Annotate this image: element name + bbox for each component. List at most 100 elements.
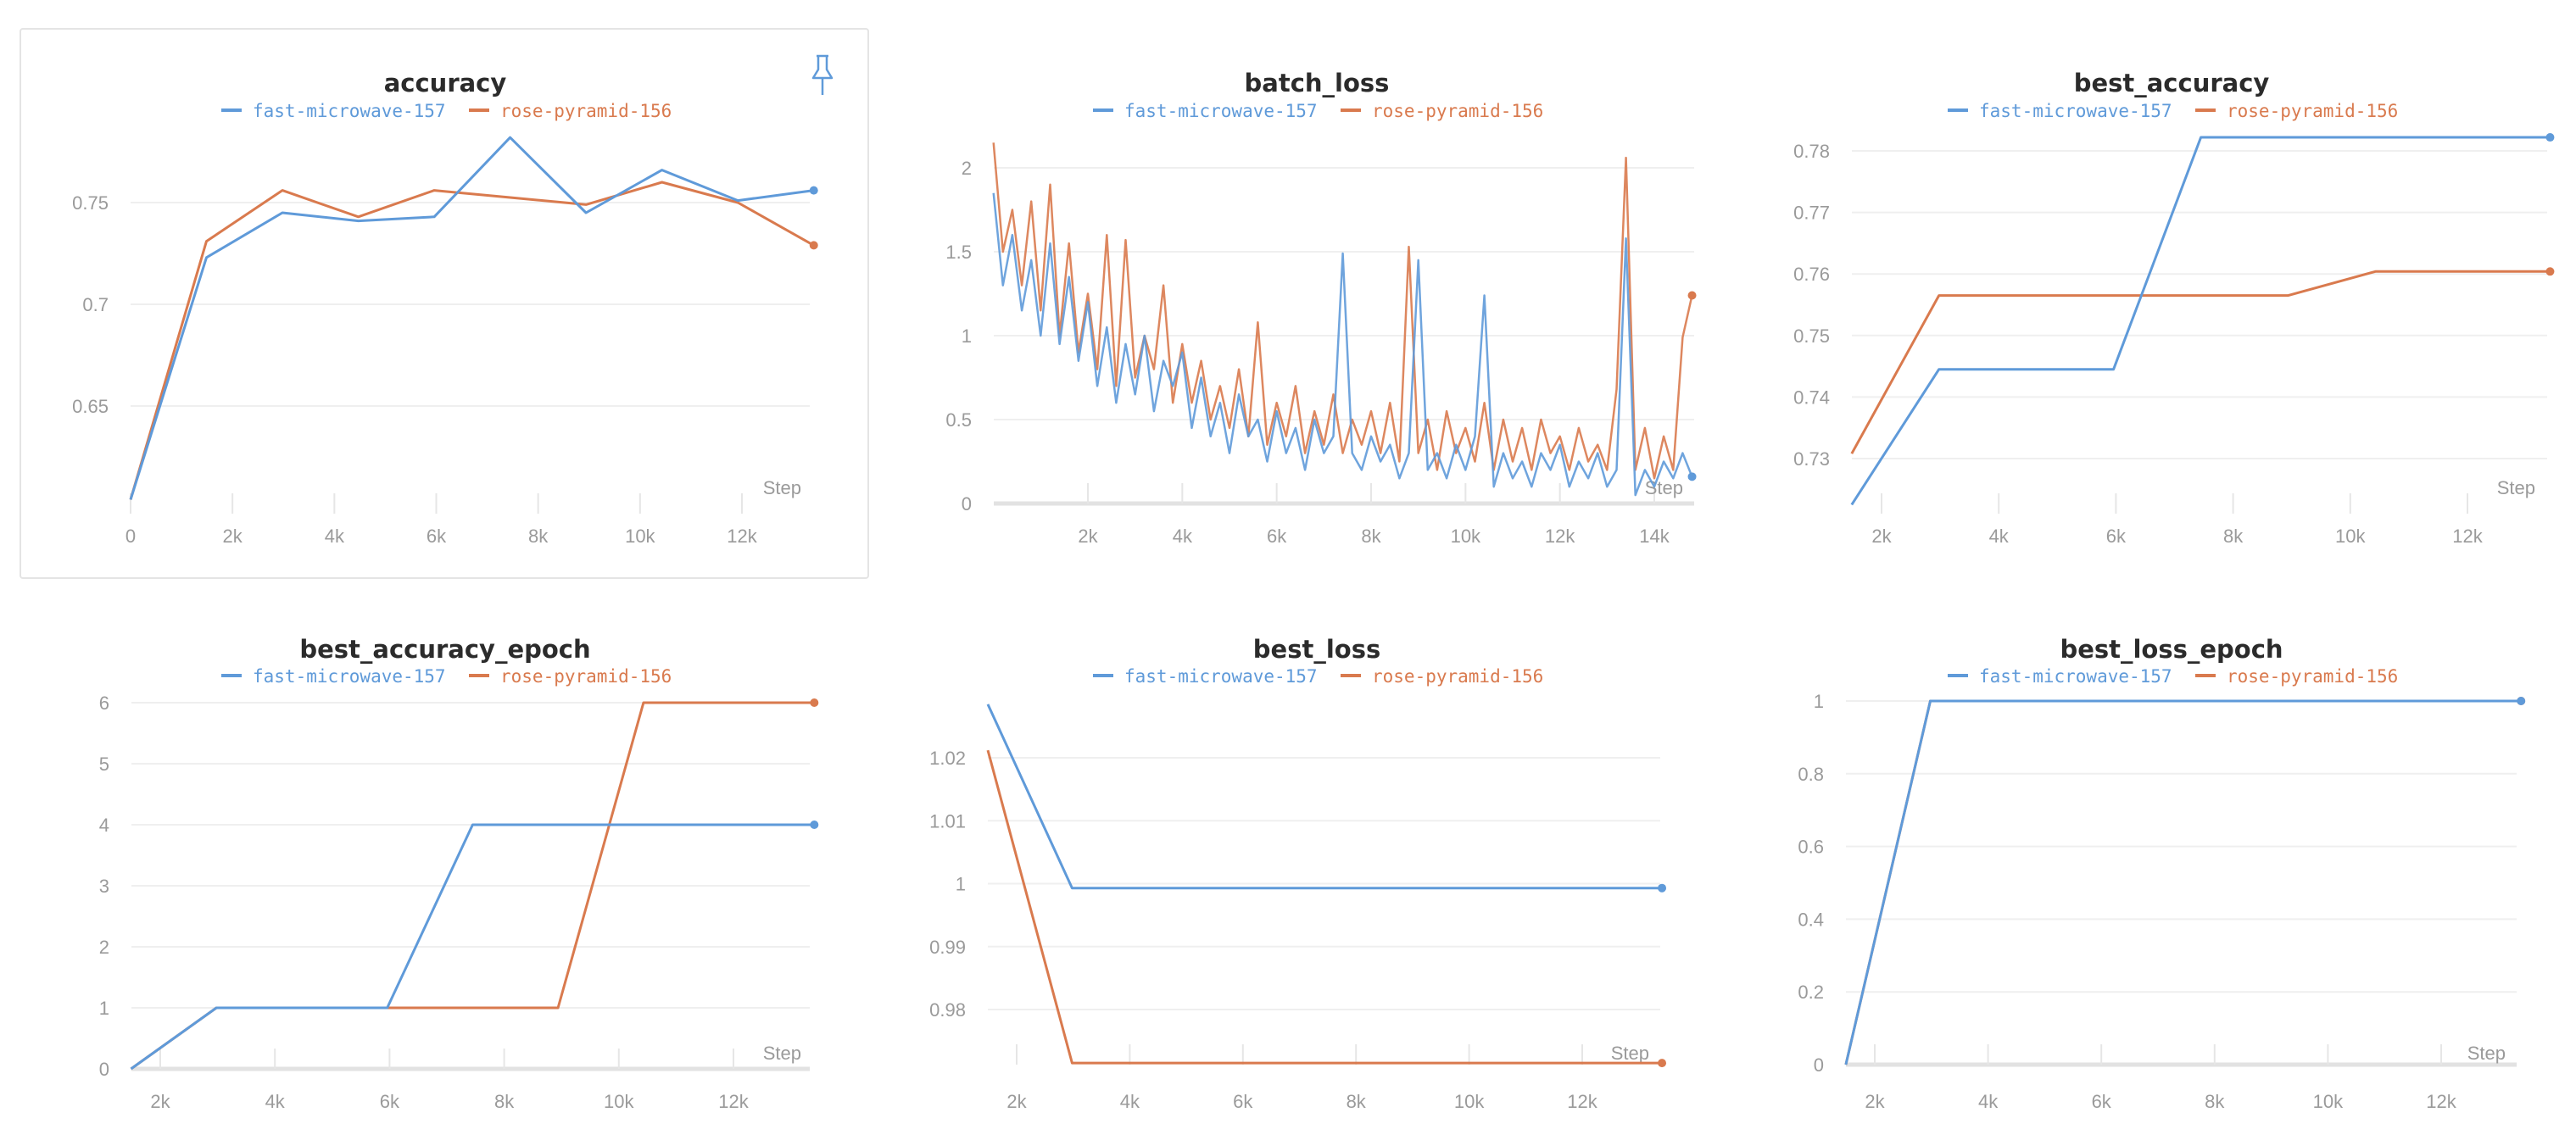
x-tick-label: 2k	[1865, 1091, 1885, 1112]
y-tick-label: 0.77	[1793, 203, 1830, 224]
series-line-rose-pyramid-156[interactable]	[129, 181, 815, 500]
y-tick-label: 0.73	[1793, 448, 1830, 470]
y-tick-label: 6	[99, 693, 109, 714]
x-tick-label: 4k	[1173, 526, 1193, 547]
x-tick-label: 10k	[604, 1091, 634, 1112]
x-tick-label: 10k	[2313, 1091, 2344, 1112]
chart-panel-accuracy: accuracy fast-microwave-157 rose-pyramid-1…	[72, 69, 818, 547]
x-tick-label: 8k	[2205, 1091, 2225, 1112]
x-tick-label: 2k	[150, 1091, 170, 1112]
y-tick-label: 1	[956, 874, 966, 895]
y-tick-label: 0.75	[72, 192, 109, 214]
y-tick-label: 0.8	[1798, 764, 1824, 785]
y-tick-label: 1.02	[929, 748, 966, 769]
x-tick-label: 12k	[718, 1091, 749, 1112]
legend-label[interactable]: fast-microwave-157	[253, 101, 446, 121]
chart-title: best_accuracy	[2074, 69, 2270, 97]
x-tick-label: 2k	[1871, 526, 1892, 547]
chart-legend: fast-microwave-157 rose-pyramid-156	[1093, 666, 1543, 687]
chart-panel-best_accuracy: best_accuracy fast-microwave-157 rose-pyra…	[1793, 69, 2555, 547]
y-tick-label: 0.2	[1798, 982, 1824, 1003]
series-line-fast-microwave-157[interactable]	[129, 136, 814, 500]
series-end-point[interactable]	[810, 698, 819, 707]
series-end-point[interactable]	[1687, 472, 1697, 481]
chart-title: accuracy	[384, 69, 507, 97]
y-tick-label: 0.99	[929, 937, 966, 958]
x-tick-label: 10k	[2335, 526, 2366, 547]
legend-label[interactable]: fast-microwave-157	[1979, 101, 2172, 121]
series-end-point[interactable]	[809, 241, 818, 250]
y-tick-label: 0	[99, 1059, 109, 1080]
chart-legend: fast-microwave-157 rose-pyramid-156	[1948, 101, 2398, 121]
series-end-point[interactable]	[1658, 1059, 1667, 1068]
legend-label[interactable]: fast-microwave-157	[253, 666, 446, 687]
y-tick-label: 0.76	[1793, 264, 1830, 285]
series-line-fast-microwave-157[interactable]	[1850, 136, 2551, 506]
chart-legend: fast-microwave-157 rose-pyramid-156	[221, 101, 672, 121]
legend-label[interactable]: fast-microwave-157	[1979, 666, 2172, 687]
accuracy-panel-card	[20, 28, 869, 579]
x-tick-label: 2k	[223, 526, 243, 547]
y-tick-label: 0.4	[1798, 909, 1824, 930]
y-tick-label: 0.7	[82, 294, 109, 315]
x-tick-label: 6k	[427, 526, 447, 547]
x-tick-label: 10k	[1451, 526, 1481, 547]
y-tick-label: 1	[962, 325, 972, 347]
legend-label[interactable]: rose-pyramid-156	[500, 101, 672, 121]
series-end-point[interactable]	[1687, 291, 1697, 300]
x-tick-label: 2k	[1078, 526, 1098, 547]
x-tick-label: 4k	[325, 526, 345, 547]
x-tick-label: 0	[125, 526, 136, 547]
chart-legend: fast-microwave-157 rose-pyramid-156	[1093, 101, 1543, 121]
y-tick-label: 0.78	[1793, 141, 1830, 162]
chart-title: batch_loss	[1245, 69, 1390, 97]
pin-icon[interactable]	[806, 53, 839, 97]
x-tick-label: 6k	[1267, 526, 1287, 547]
series-end-point[interactable]	[2545, 267, 2555, 276]
y-tick-label: 1.01	[929, 810, 966, 832]
y-tick-label: 0.98	[929, 999, 966, 1021]
series-line-fast-microwave-157[interactable]	[992, 192, 1693, 497]
series-end-point[interactable]	[1658, 883, 1667, 893]
chart-panel-batch_loss: batch_loss fast-microwave-157 rose-pyramid…	[945, 69, 1697, 547]
y-tick-label: 1.5	[945, 242, 972, 263]
x-tick-label: 12k	[2426, 1091, 2456, 1112]
series-end-point[interactable]	[2517, 697, 2526, 705]
y-tick-label: 5	[99, 754, 109, 775]
legend-label[interactable]: fast-microwave-157	[1124, 101, 1318, 121]
y-tick-label: 0.6	[1798, 837, 1824, 858]
chart-title: best_accuracy_epoch	[299, 635, 590, 664]
y-tick-label: 2	[962, 158, 972, 179]
series-end-point[interactable]	[2545, 133, 2555, 142]
x-tick-label: 10k	[1454, 1091, 1485, 1112]
series-end-point[interactable]	[809, 186, 818, 195]
series-end-point[interactable]	[810, 821, 819, 829]
x-axis-label: Step	[2497, 477, 2535, 498]
y-tick-label: 0	[962, 493, 972, 515]
legend-label[interactable]: rose-pyramid-156	[2227, 101, 2398, 121]
series-line-rose-pyramid-156[interactable]	[992, 142, 1693, 480]
series-line-rose-pyramid-156[interactable]	[1844, 699, 2522, 1065]
series-line-fast-microwave-157[interactable]	[130, 823, 815, 1071]
chart-legend: fast-microwave-157 rose-pyramid-156	[221, 666, 672, 687]
series-line-fast-microwave-157[interactable]	[1844, 699, 2522, 1065]
y-tick-label: 1	[1814, 691, 1824, 712]
x-tick-label: 4k	[1120, 1091, 1140, 1112]
legend-label[interactable]: rose-pyramid-156	[1372, 101, 1543, 121]
x-tick-label: 12k	[1545, 526, 1575, 547]
legend-label[interactable]: rose-pyramid-156	[2227, 666, 2398, 687]
legend-label[interactable]: rose-pyramid-156	[1372, 666, 1543, 687]
x-tick-label: 8k	[528, 526, 549, 547]
x-tick-label: 6k	[2092, 1091, 2112, 1112]
legend-label[interactable]: rose-pyramid-156	[500, 666, 672, 687]
series-line-fast-microwave-157[interactable]	[986, 704, 1662, 890]
series-line-rose-pyramid-156[interactable]	[986, 749, 1662, 1065]
legend-label[interactable]: fast-microwave-157	[1124, 666, 1318, 687]
chart-title: best_loss_epoch	[2060, 635, 2283, 664]
x-axis-label: Step	[763, 477, 801, 498]
series-line-rose-pyramid-156[interactable]	[1850, 270, 2551, 454]
x-tick-label: 12k	[727, 526, 757, 547]
y-tick-label: 2	[99, 937, 109, 958]
